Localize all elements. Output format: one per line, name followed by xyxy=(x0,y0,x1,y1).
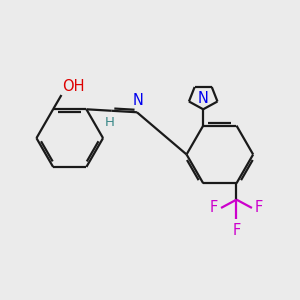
Text: F: F xyxy=(232,223,241,238)
Text: OH: OH xyxy=(63,79,85,94)
Text: H: H xyxy=(105,116,115,129)
Text: F: F xyxy=(255,200,263,215)
Text: N: N xyxy=(198,91,208,106)
Text: N: N xyxy=(132,93,143,108)
Text: F: F xyxy=(210,200,218,215)
